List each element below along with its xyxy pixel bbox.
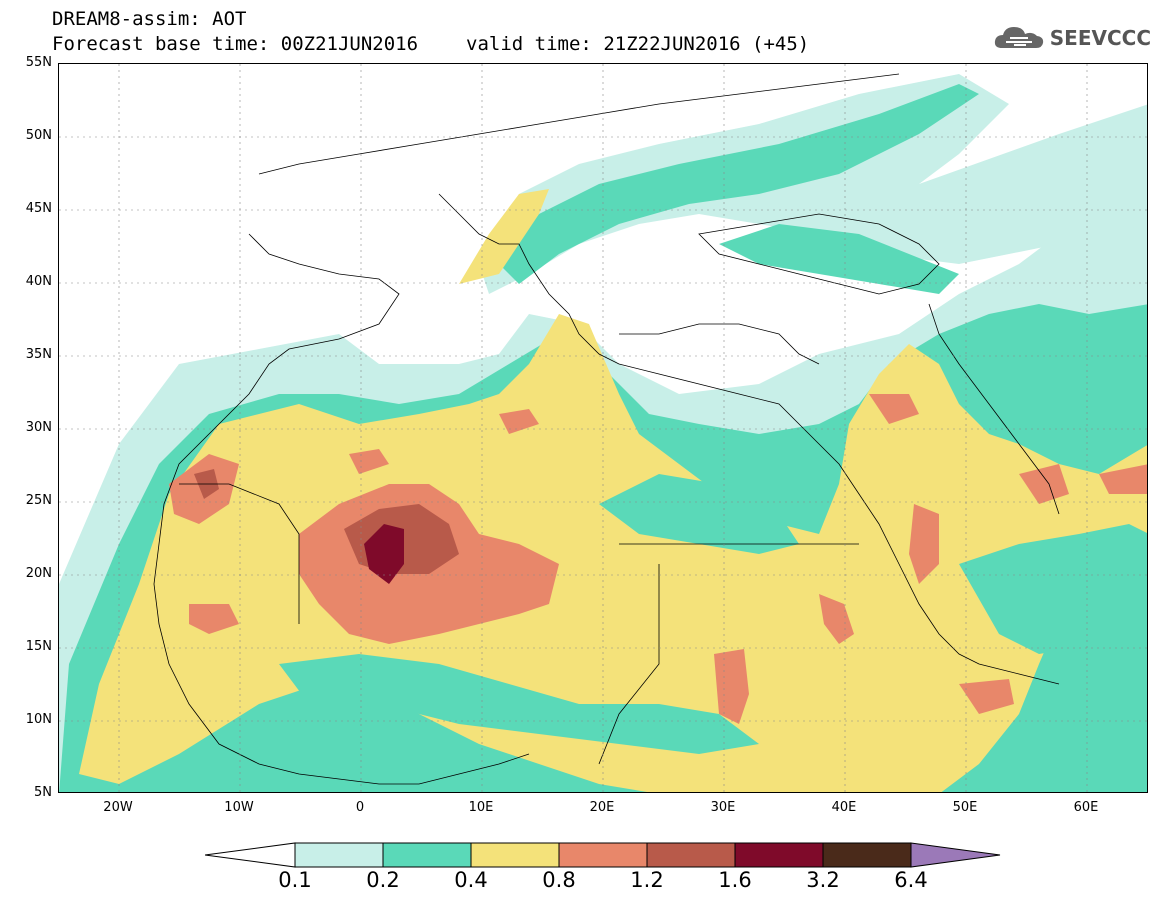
colorbar-label: 0.2: [366, 868, 400, 892]
contour-0.4: [459, 189, 549, 284]
lat-label: 30N: [25, 420, 52, 435]
aot-contours: [59, 74, 1147, 792]
contour-0.8: [189, 604, 239, 634]
contour-1.6: [364, 524, 404, 584]
contour-0.2: [499, 84, 979, 284]
colorbar-under-arrow: [205, 842, 296, 868]
contour-0.2: [279, 654, 759, 754]
lon-label: 10E: [468, 800, 494, 815]
lon-label: 0: [355, 800, 365, 815]
colorbar: [205, 842, 1001, 868]
colorbar-segment: [734, 842, 824, 868]
lat-label: 5N: [34, 785, 52, 800]
colorbar-label: 1.6: [718, 868, 752, 892]
lon-label: 30E: [710, 800, 736, 815]
map-canvas: [59, 64, 1147, 792]
seevccc-logo: SEEVCCC: [992, 22, 1151, 54]
contour-0.8: [349, 449, 389, 474]
lat-label: 55N: [25, 55, 52, 70]
colorbar-label: 0.8: [542, 868, 576, 892]
colorbar-segment: [822, 842, 912, 868]
colorbar-label: 6.4: [894, 868, 928, 892]
colorbar-label: 0.1: [278, 868, 312, 892]
lat-label: 35N: [25, 347, 52, 362]
contour-0.8: [819, 594, 854, 644]
contour-0.8: [869, 394, 919, 424]
lon-label: 50E: [952, 800, 978, 815]
contour-0.8: [714, 649, 749, 724]
colorbar-segment: [646, 842, 736, 868]
lon-label: 20E: [589, 800, 615, 815]
contour-0.8: [1019, 464, 1069, 504]
colorbar-label: 3.2: [806, 868, 840, 892]
lat-label: 45N: [25, 201, 52, 216]
map-title: DREAM8-assim: AOT: [52, 8, 247, 30]
forecast-time-line: Forecast base time: 00Z21JUN2016 valid ti…: [52, 33, 809, 55]
lon-label: 10W: [224, 800, 254, 815]
lon-label: 40E: [831, 800, 857, 815]
base-time: Forecast base time: 00Z21JUN2016: [52, 33, 419, 55]
cloud-logo-icon: [994, 27, 1043, 48]
lat-label: 50N: [25, 128, 52, 143]
lat-label: 15N: [25, 639, 52, 654]
colorbar-segment: [470, 842, 560, 868]
contour-0.1: [479, 74, 1147, 294]
colorbar-over-arrow: [910, 842, 1001, 868]
contour-0.8: [909, 504, 939, 584]
contour-0.8: [499, 409, 539, 434]
contour-0.8: [959, 679, 1014, 714]
colorbar-segment: [382, 842, 472, 868]
contour-0.2: [959, 524, 1147, 654]
coastlines: [153, 73, 1060, 785]
colorbar-label: 0.4: [454, 868, 488, 892]
lat-label: 25N: [25, 493, 52, 508]
lat-label: 10N: [25, 712, 52, 727]
lon-label: 20W: [103, 800, 133, 815]
contour-0.2: [599, 474, 799, 554]
contour-0.8: [1099, 464, 1147, 494]
lat-label: 40N: [25, 274, 52, 289]
valid-time: valid time: 21Z22JUN2016 (+45): [466, 33, 810, 55]
lat-label: 20N: [25, 566, 52, 581]
colorbar-segment: [558, 842, 648, 868]
contour-0.2: [719, 224, 959, 294]
logo-text: SEEVCCC: [1049, 26, 1151, 50]
aot-map: [58, 63, 1148, 793]
graticule: [59, 64, 1147, 792]
lon-label: 60E: [1073, 800, 1099, 815]
colorbar-segment: [294, 842, 384, 868]
colorbar-label: 1.2: [630, 868, 664, 892]
